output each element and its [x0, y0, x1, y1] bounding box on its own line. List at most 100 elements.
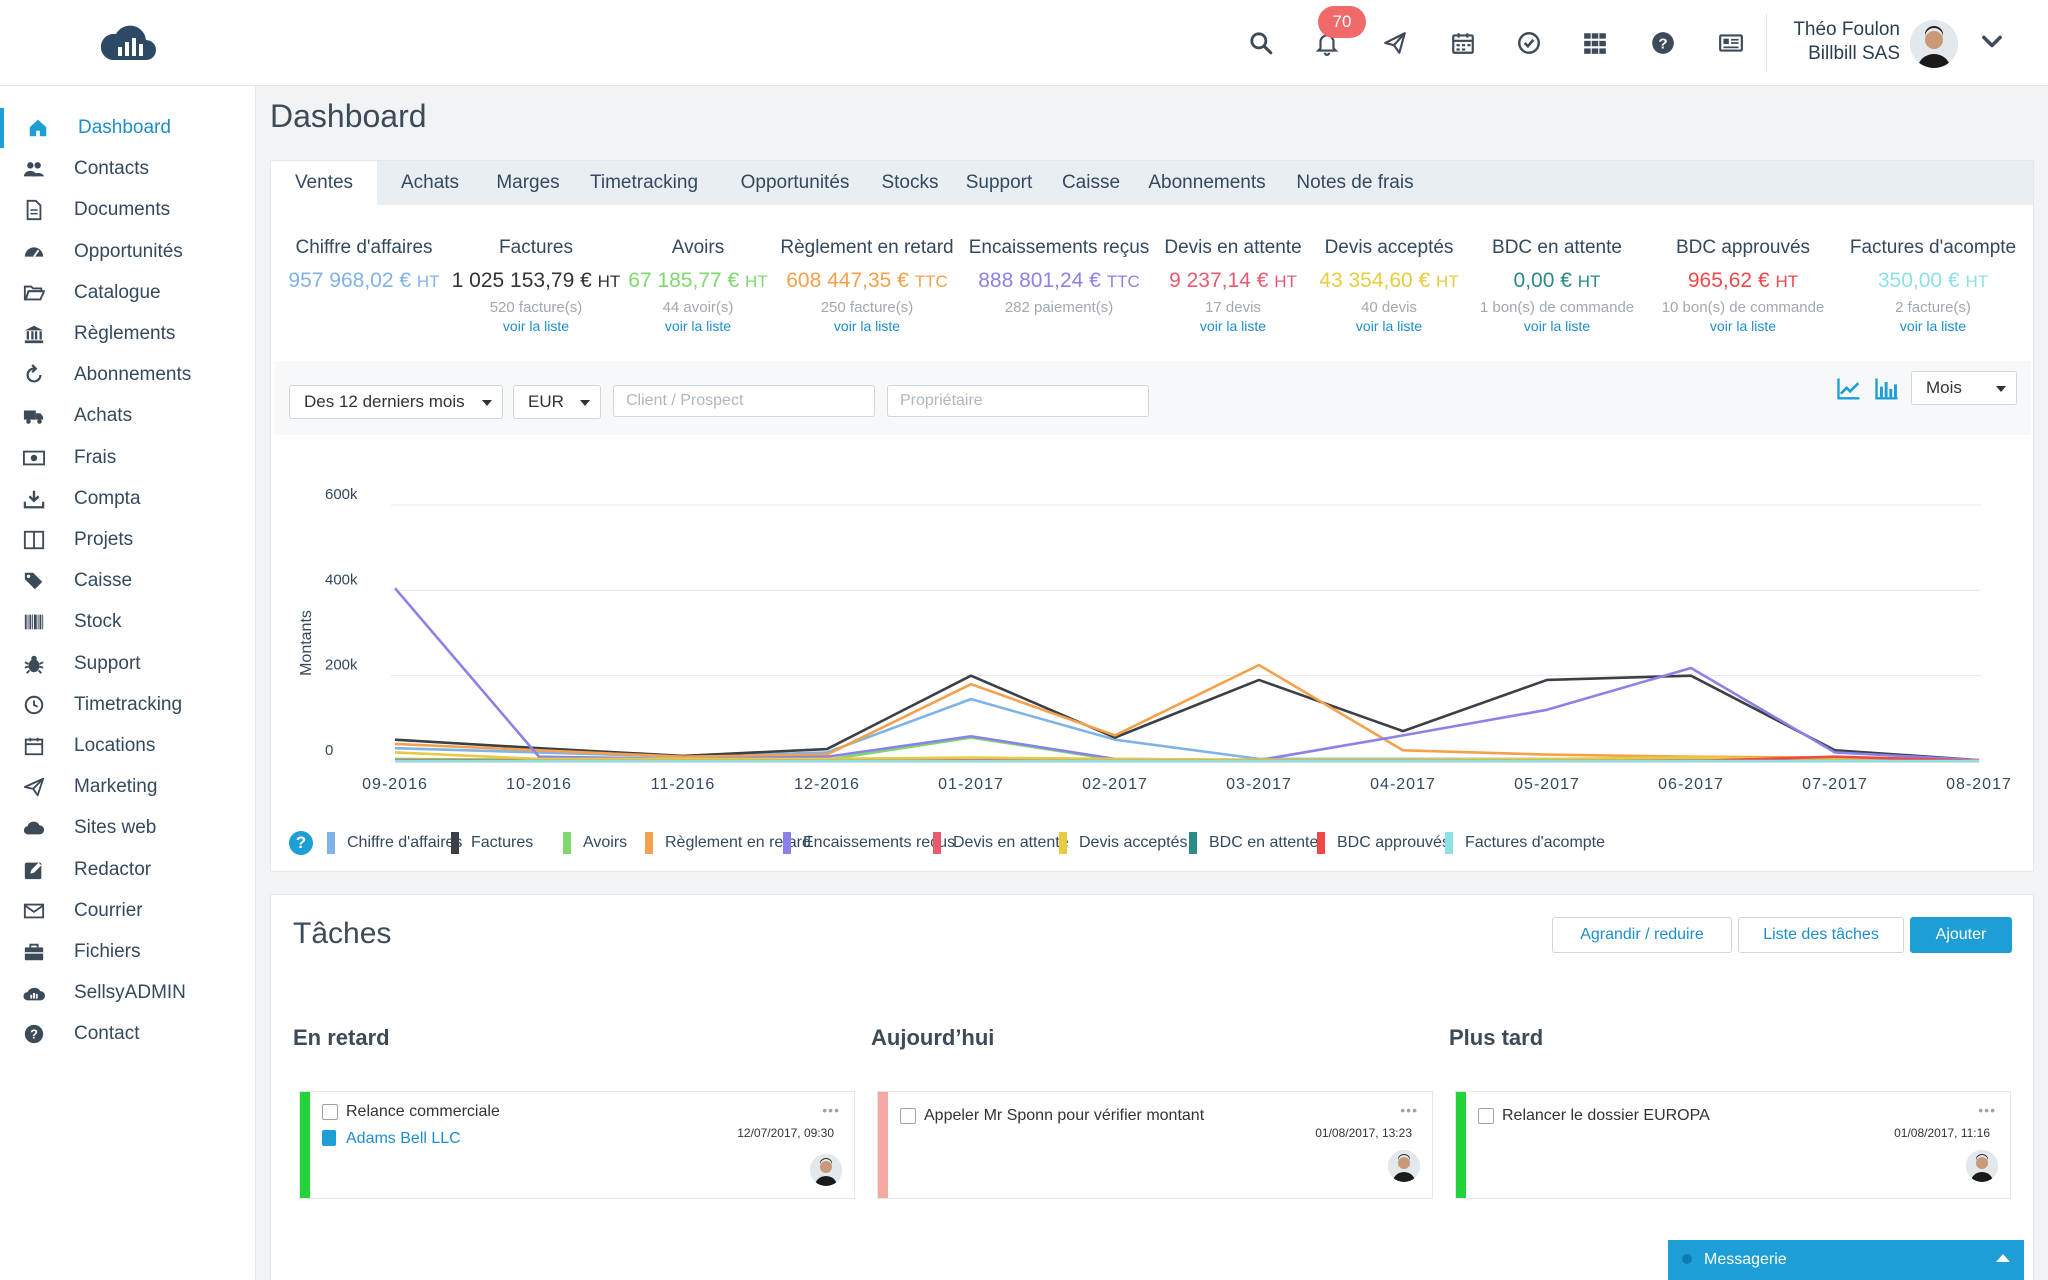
avatar[interactable] [810, 1154, 842, 1186]
tab-caisse[interactable]: Caisse [1061, 172, 1121, 193]
calendar-icon[interactable] [1446, 26, 1480, 60]
add-task-button[interactable]: Ajouter [1910, 917, 2012, 953]
legend-item[interactable]: Factures [451, 829, 533, 857]
kpi-count: 1 bon(s) de commande [1479, 299, 1635, 316]
sidebar-item-stock[interactable]: Stock [0, 602, 256, 642]
task-card[interactable]: Appeler Mr Sponn pour vérifier montant ••… [877, 1091, 1433, 1199]
sidebar-item-contact[interactable]: ? Contact [0, 1014, 256, 1054]
task-card[interactable]: Relancer le dossier EUROPA ••• 01/08/2017,… [1455, 1091, 2011, 1199]
owner-input[interactable] [887, 385, 1149, 417]
caret-up-icon[interactable] [1996, 1254, 2010, 1262]
expand-collapse-button[interactable]: Agrandir / reduire [1552, 917, 1732, 953]
series-line-encaissements-re-us[interactable] [394, 587, 1980, 762]
news-icon[interactable] [1714, 26, 1748, 60]
legend-item[interactable]: Devis en attente [933, 829, 1069, 857]
more-options-icon[interactable]: ••• [1978, 1102, 1996, 1118]
sidebar-item-contacts[interactable]: Contacts [0, 149, 256, 189]
legend-item[interactable]: Règlement en retard [645, 829, 811, 857]
sidebar-item-catalogue[interactable]: Catalogue [0, 273, 256, 313]
tab-stocks[interactable]: Stocks [881, 172, 939, 193]
kpi-title: Encaissements reçus [968, 237, 1150, 258]
tab-achats[interactable]: Achats [400, 172, 460, 193]
tab-opportunit-s[interactable]: Opportunités [740, 172, 850, 193]
sidebar-item-dashboard[interactable]: Dashboard [0, 108, 256, 148]
kpi-count: 250 facture(s) [820, 299, 914, 316]
sidebar-item-fichiers[interactable]: Fichiers [0, 932, 256, 972]
paper-plane-icon[interactable] [1378, 26, 1412, 60]
notification-badge[interactable]: 70 [1318, 6, 1366, 38]
sidebar-item-redactor[interactable]: Redactor [0, 850, 256, 890]
task-checkbox[interactable] [1478, 1108, 1494, 1124]
user-info[interactable]: Théo Foulon Billbill SAS [1780, 18, 1900, 66]
users-icon [22, 157, 46, 181]
legend-item[interactable]: Factures d'acompte [1445, 829, 1605, 857]
legend-swatch [783, 832, 791, 854]
kpi-list-link[interactable]: voir la liste [1523, 318, 1591, 334]
sidebar-item-abonnements[interactable]: Abonnements [0, 355, 256, 395]
help-icon[interactable]: ? [289, 831, 313, 855]
sidebar-item-r-glements[interactable]: Règlements [0, 314, 256, 354]
kpi-list-link[interactable]: voir la liste [1199, 318, 1267, 334]
kpi-list-link[interactable]: voir la liste [502, 318, 570, 334]
more-options-icon[interactable]: ••• [822, 1102, 840, 1118]
task-checkbox[interactable] [322, 1104, 338, 1120]
kpi-list-link[interactable]: voir la liste [1899, 318, 1967, 334]
period-select[interactable]: Des 12 derniers mois [289, 385, 503, 419]
avatar[interactable] [1910, 20, 1958, 68]
tab-marges[interactable]: Marges [496, 172, 560, 193]
series-line-factures[interactable] [394, 674, 1980, 762]
task-checkbox[interactable] [900, 1108, 916, 1124]
task-card[interactable]: Relance commerciale Adams Bell LLC ••• 12/0… [299, 1091, 855, 1199]
legend-item[interactable]: Devis acceptés [1059, 829, 1188, 857]
tab-abonnements[interactable]: Abonnements [1148, 172, 1266, 193]
kpi-amount: 0,00 € [1513, 269, 1572, 292]
more-options-icon[interactable]: ••• [1400, 1102, 1418, 1118]
grid-icon[interactable] [1578, 26, 1612, 60]
tab-notes-de-frais[interactable]: Notes de frais [1296, 172, 1414, 193]
legend-item[interactable]: Encaissements reçus [783, 829, 955, 857]
check-circle-icon[interactable] [1512, 26, 1546, 60]
sidebar-item-achats[interactable]: Achats [0, 396, 256, 436]
sidebar-item-caisse[interactable]: Caisse [0, 561, 256, 601]
help-icon[interactable]: ? [1646, 26, 1680, 60]
sidebar-item-documents[interactable]: Documents [0, 190, 256, 230]
series-line-r-glement-en-retard[interactable] [394, 663, 1980, 762]
client-prospect-input[interactable] [613, 385, 875, 417]
sidebar-item-support[interactable]: Support [0, 644, 256, 684]
sidebar-item-compta[interactable]: Compta [0, 479, 256, 519]
tab-ventes[interactable]: Ventes [271, 161, 377, 205]
kpi-list-link[interactable]: voir la liste [1709, 318, 1777, 334]
kpi-list-link[interactable]: voir la liste [833, 318, 901, 334]
legend-item[interactable]: Chiffre d'affaires [327, 829, 462, 857]
tab-timetracking[interactable]: Timetracking [589, 172, 699, 193]
granularity-select[interactable]: Mois [1911, 371, 2017, 405]
sidebar-item-frais[interactable]: Frais [0, 438, 256, 478]
kpi-list-link[interactable]: voir la liste [1355, 318, 1423, 334]
currency-select[interactable]: EUR [513, 385, 601, 419]
sidebar-item-sites-web[interactable]: Sites web [0, 808, 256, 848]
sidebar-item-marketing[interactable]: Marketing [0, 767, 256, 807]
sidebar-item-opportunit-s[interactable]: Opportunités [0, 232, 256, 272]
x-tick-label: 05-2017 [1514, 776, 1580, 793]
sidebar-item-projets[interactable]: Projets [0, 520, 256, 560]
sidebar-item-sellsyadmin[interactable]: SellsyADMIN [0, 973, 256, 1013]
legend-item[interactable]: BDC en attente [1189, 829, 1318, 857]
logo-icon[interactable] [100, 20, 156, 66]
avatar[interactable] [1388, 1150, 1420, 1182]
messagerie-bar[interactable]: Messagerie [1668, 1240, 2024, 1280]
sidebar-item-timetracking[interactable]: Timetracking [0, 685, 256, 725]
chevron-down-icon[interactable] [1978, 28, 2006, 56]
line-chart-icon[interactable] [1835, 375, 1863, 403]
search-icon[interactable] [1244, 26, 1278, 60]
avatar[interactable] [1966, 1150, 1998, 1182]
task-related-link[interactable]: Adams Bell LLC [346, 1130, 461, 1147]
task-list-button[interactable]: Liste des tâches [1738, 917, 1904, 953]
legend-item[interactable]: BDC approuvés [1317, 829, 1450, 857]
sidebar-item-locations[interactable]: Locations [0, 726, 256, 766]
series-line-devis-accept-s[interactable] [394, 751, 1980, 762]
bar-chart-icon[interactable] [1873, 375, 1901, 403]
kpi-list-link[interactable]: voir la liste [664, 318, 732, 334]
tab-support[interactable]: Support [965, 172, 1033, 193]
sidebar-item-courrier[interactable]: Courrier [0, 891, 256, 931]
legend-item[interactable]: Avoirs [563, 829, 627, 857]
